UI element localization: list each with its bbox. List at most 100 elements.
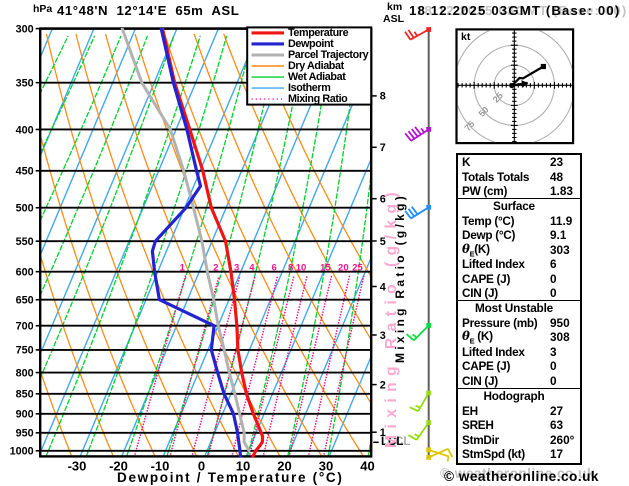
height-axis-km-label: km (387, 1, 403, 13)
table-row-label: StmSpd (kt) (462, 446, 525, 461)
legend-label: Temperature (288, 26, 349, 39)
mixing-ratio-value-label: 2 (213, 263, 218, 274)
km-tick-label: 7 (380, 142, 386, 154)
mixing-ratio-value-label: 25 (352, 263, 363, 274)
table-row: CIN (J) 0 (458, 286, 580, 300)
km-tick-label: 4 (380, 281, 386, 293)
pressure-tick-label: 350 (16, 77, 34, 89)
table-row-value: 0 (550, 286, 557, 301)
plot-frame (39, 27, 373, 458)
legend-label: Dry Adiabat (288, 59, 344, 72)
storm-motion-arrowhead (521, 80, 528, 88)
sounding-indices-table: K 23 Totals Totals 48 PW (cm) 1.83 Surface Temp… (456, 153, 582, 465)
table-row-value: 950 (550, 316, 570, 331)
pressure-tick-label: 450 (16, 166, 34, 178)
mixing-ratio-line (248, 274, 295, 458)
hodograph-ring-label: 75 (462, 119, 476, 133)
table-row-label: CAPE (J) (462, 359, 511, 374)
isotherm-line (287, 255, 372, 457)
table-row-label: K (462, 155, 471, 170)
pressure-tick-label: 1000 (10, 446, 34, 458)
table-row: Lifted Index 6 (458, 257, 580, 271)
copyright-ghost: © weatheronline.co.uk (440, 466, 595, 481)
table-row: θE (K) 308 (458, 329, 580, 346)
table-row-value: 3 (550, 344, 557, 359)
wet-adiabat-line (40, 35, 175, 380)
table-row-label: EH (462, 403, 478, 418)
pressure-tick-label: 700 (16, 321, 34, 333)
temperature-tick-label: 0 (198, 459, 205, 474)
temperature-tick-label: 10 (236, 459, 250, 474)
pressure-tick-label: 300 (16, 23, 34, 35)
temperature-tick-label: -20 (109, 459, 128, 474)
isotherm-line (245, 156, 372, 457)
wet-adiabat-line (125, 35, 254, 458)
hodograph-ring-label: 50 (477, 105, 491, 119)
table-section: Most Unstable Pressure (mb) 950 θE (K) 308 Li… (458, 300, 580, 388)
table-row-label: Dewp (°C) (462, 228, 516, 243)
datetime-ghost: 18.12.2025 03GMT (Base: 00) (416, 2, 628, 18)
table-row-value: 260° (550, 432, 575, 447)
mixing-ratio-line (322, 274, 365, 458)
table-section: Hodograph EH 27 SREH 63 StmDir 260° StmSpd (kt)… (458, 388, 580, 461)
pressure-tick-label: 600 (16, 266, 34, 278)
table-row-label: θE (K) (462, 329, 493, 346)
table-row: Dewp (°C) 9.1 (458, 228, 580, 242)
mixing-ratio-value-label: 20 (338, 263, 349, 274)
table-row-label: CIN (J) (462, 373, 498, 388)
isotherm-line (40, 28, 178, 356)
pressure-tick-label: 500 (16, 203, 34, 215)
pressure-tick-label: 800 (16, 367, 34, 379)
table-row-label: PW (cm) (462, 184, 508, 199)
legend-label: Wet Adiabat (288, 70, 346, 83)
wet-adiabat-line (85, 35, 228, 458)
table-row: Totals Totals 48 (458, 169, 580, 184)
table-row-label: SREH (462, 418, 494, 433)
wet-adiabat-line (40, 35, 95, 155)
wet-adiabat-line (40, 35, 148, 297)
wet-adiabat-line (246, 35, 333, 458)
wind-barb-column (404, 27, 454, 462)
wet-adiabat-line (409, 36, 438, 456)
mixing-ratio-value-label: 6 (272, 263, 277, 274)
table-row-value: 23 (550, 155, 564, 170)
temperature-tick-label: 20 (277, 459, 291, 474)
km-tick-label: 3 (380, 330, 386, 342)
table-row: StmSpd (kt) 17 (458, 447, 580, 461)
table-row-value: 9.1 (550, 228, 567, 243)
km-tick-label: 2 (380, 379, 386, 391)
pressure-tick-label: 750 (16, 345, 34, 357)
table-row: StmDir 260° (458, 432, 580, 447)
sounding-curves (120, 28, 265, 458)
isotherm-line (79, 28, 261, 457)
table-row-label: CIN (J) (462, 286, 498, 301)
table-row-value: 0 (550, 359, 557, 374)
temperature-curve (160, 28, 265, 458)
pressure-tick-label: 650 (16, 295, 34, 307)
table-row-label: Lifted Index (462, 344, 525, 359)
pressure-tick-label: 850 (16, 389, 34, 401)
pressure-grid: 3003504004505005506006507007508008509009… (10, 23, 375, 473)
dry-adiabat-line (193, 33, 372, 405)
pressure-tick-label: 400 (16, 124, 34, 136)
hodograph-origin-marker (509, 82, 515, 89)
wet-adiabat-line (327, 167, 372, 458)
wind-barb-sfc (426, 448, 454, 460)
wet-adiabat-line (40, 35, 122, 223)
table-section: K 23 Totals Totals 48 PW (cm) 1.83 (458, 155, 580, 198)
table-row-label: Temp (°C) (462, 213, 515, 228)
copyright-text: © weatheronline.co.uk (444, 469, 599, 484)
wind-barb-400hpa (404, 126, 432, 142)
table-row: θE(K) 303 (458, 242, 580, 258)
dry-adiabat-line (223, 33, 372, 342)
table-row-label: Pressure (mb) (462, 316, 538, 331)
wet-adiabat-line (287, 35, 360, 458)
km-tick-label: 6 (380, 194, 386, 206)
isotherm-line (40, 28, 137, 258)
table-row: PW (cm) 1.83 (458, 184, 580, 198)
hodograph-ring-label: 25 (491, 90, 505, 104)
table-row: K 23 (458, 155, 580, 169)
